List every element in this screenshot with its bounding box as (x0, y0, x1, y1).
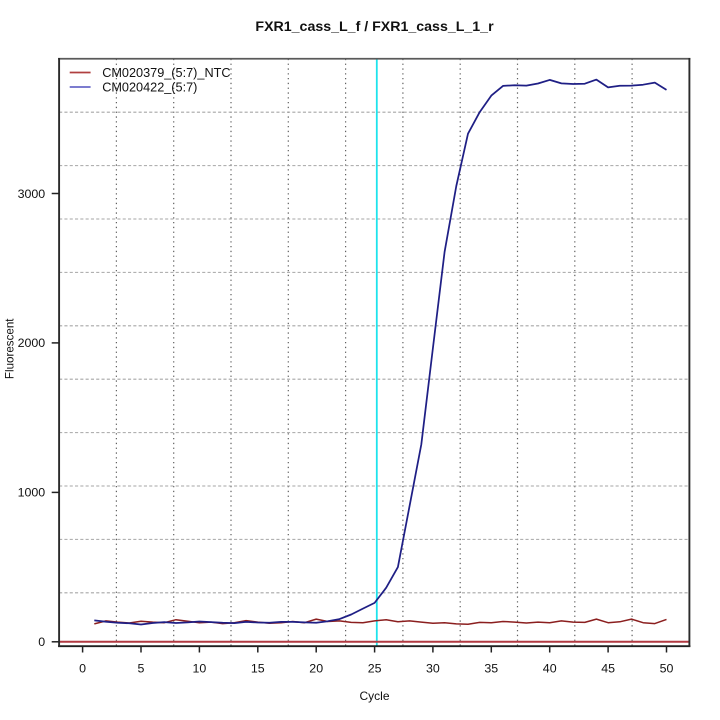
svg-text:5: 5 (138, 662, 145, 676)
svg-text:FXR1_cass_L_f / FXR1_cass_L_1_: FXR1_cass_L_f / FXR1_cass_L_1_r (255, 19, 494, 35)
svg-text:50: 50 (660, 662, 674, 676)
svg-text:30: 30 (426, 662, 440, 676)
svg-text:3000: 3000 (18, 187, 46, 201)
svg-text:20: 20 (309, 662, 323, 676)
svg-text:35: 35 (484, 662, 498, 676)
svg-text:40: 40 (543, 662, 557, 676)
svg-text:25: 25 (368, 662, 382, 676)
svg-text:CM020422_(5:7): CM020422_(5:7) (102, 80, 197, 94)
svg-text:0: 0 (38, 635, 45, 649)
svg-text:Fluorescent: Fluorescent (3, 318, 16, 379)
svg-text:10: 10 (193, 662, 207, 676)
svg-text:CM020379_(5:7)_NTC: CM020379_(5:7)_NTC (102, 66, 230, 80)
svg-text:15: 15 (251, 662, 265, 676)
svg-text:1000: 1000 (18, 486, 46, 500)
svg-text:0: 0 (79, 662, 86, 676)
svg-text:45: 45 (601, 662, 615, 676)
svg-text:2000: 2000 (18, 336, 46, 350)
svg-text:Cycle: Cycle (359, 689, 389, 703)
